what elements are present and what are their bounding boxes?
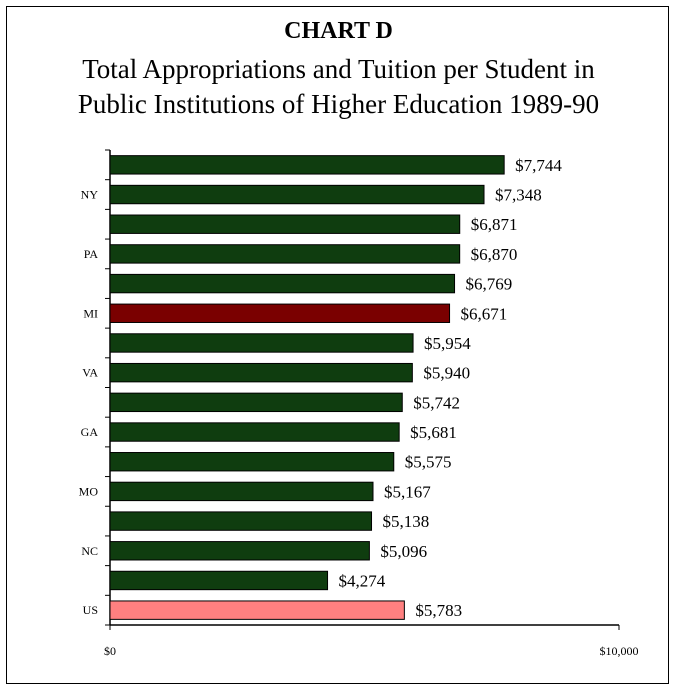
bar: [109, 362, 413, 383]
y-tick-label: NY: [81, 188, 99, 202]
bar: [109, 333, 414, 353]
bar-value-label: $6,769: [466, 275, 513, 294]
y-tick-label: VA: [82, 366, 98, 380]
y-tick-label: US: [83, 603, 98, 617]
bar: [109, 303, 451, 323]
bar: [109, 481, 374, 502]
y-tick-label: GA: [81, 425, 99, 439]
chart-subtitle-line-2: Public Institutions of Higher Education …: [77, 89, 600, 119]
chart-title: CHART D: [284, 18, 393, 44]
bar-value-label: $5,575: [405, 453, 452, 472]
bar: [109, 244, 461, 264]
bar-value-label: $6,871: [471, 215, 518, 234]
bar-value-label: $5,940: [423, 364, 470, 383]
bar: [109, 184, 485, 205]
bar: [109, 155, 505, 175]
y-tick-label: NC: [81, 544, 98, 558]
y-tick-label: MI: [83, 306, 98, 320]
bar: [109, 600, 405, 620]
bar: [109, 214, 461, 234]
bar-value-label: $4,274: [339, 571, 386, 590]
bar-value-labels: $7,744 $7,348 $6,871 $6,870 $6,769 $6,671 $5,9…: [339, 156, 563, 620]
bar: [109, 392, 403, 413]
bar-value-label: $7,744: [515, 156, 562, 175]
chart-subtitle-line-1: Total Appropriations and Tuition per Stu…: [82, 54, 595, 84]
bar-value-label: $5,167: [384, 482, 431, 501]
bar: [109, 511, 373, 531]
bar: [109, 452, 395, 472]
bar-value-label: $5,783: [415, 601, 462, 620]
bar-value-label: $5,954: [424, 334, 471, 353]
bar-value-label: $6,870: [471, 245, 518, 264]
bar-value-label: $6,671: [461, 304, 508, 323]
bar-value-label: $5,138: [383, 512, 430, 531]
y-tick-label: MO: [79, 484, 99, 498]
bar-series: [109, 155, 505, 620]
x-tick-label: $0: [104, 644, 116, 658]
bar: [109, 541, 370, 561]
bar-value-label: $7,348: [495, 186, 542, 205]
bar: [109, 570, 329, 591]
bar-value-label: $5,742: [413, 393, 460, 412]
bar: [109, 422, 400, 442]
bar: [109, 273, 456, 294]
x-tick-label: $10,000: [600, 644, 639, 658]
y-tick-label: PA: [84, 247, 99, 261]
bar-value-label: $5,096: [380, 542, 427, 561]
bar-value-label: $5,681: [410, 423, 457, 442]
